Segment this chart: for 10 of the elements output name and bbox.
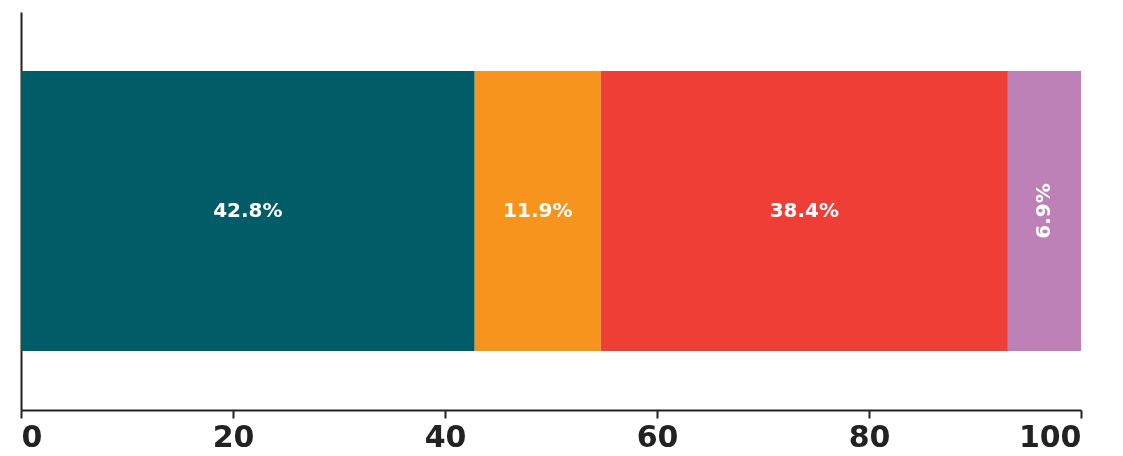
- x-tick-label: 60: [636, 418, 679, 454]
- data-label: 38.4%: [769, 198, 840, 222]
- data-label: 42.8%: [213, 198, 283, 222]
- x-tick-label: 100: [1018, 418, 1082, 454]
- x-tick-label: 0: [21, 418, 43, 454]
- x-tick-label: 20: [212, 418, 255, 454]
- x-tick-label: 80: [848, 418, 891, 454]
- data-label: 6.9%: [1031, 183, 1056, 239]
- data-label: 11.9%: [503, 198, 573, 222]
- x-tick-label: 40: [424, 418, 467, 454]
